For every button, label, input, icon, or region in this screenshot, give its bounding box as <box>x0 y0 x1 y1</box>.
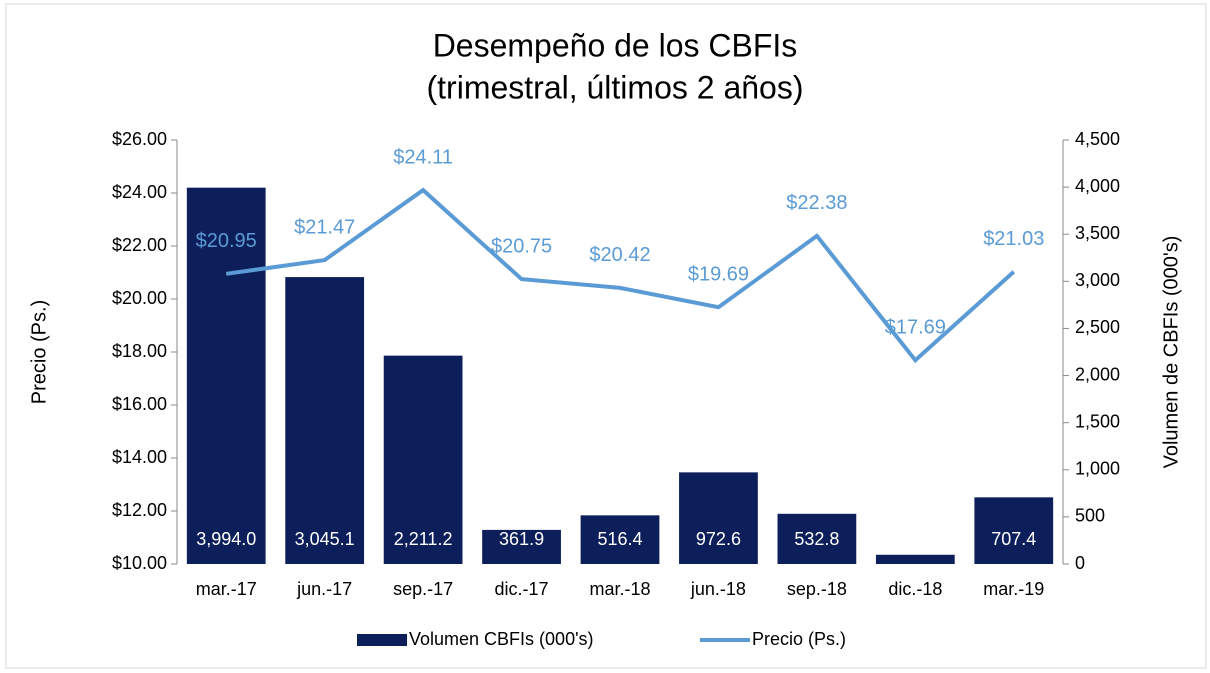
y-tick-label: $10.00 <box>112 553 167 573</box>
y-tick-label: $26.00 <box>112 129 167 149</box>
bar-label: 972.6 <box>696 529 741 549</box>
x-tick-label: mar.-18 <box>589 579 650 599</box>
chart-subtitle: (trimestral, últimos 2 años) <box>427 69 804 105</box>
y2-tick-label: 2,000 <box>1075 364 1120 384</box>
y2-tick-label: 500 <box>1075 506 1105 526</box>
line-label: $24.11 <box>393 146 453 168</box>
y-tick-label: $12.00 <box>112 500 167 520</box>
bar <box>974 497 1054 564</box>
y2-tick-label: 1,500 <box>1075 411 1120 431</box>
line-label: $21.47 <box>294 216 355 238</box>
bar-label: 707.4 <box>991 529 1036 549</box>
bar-label: 3,045.1 <box>295 529 355 549</box>
bar-label: 532.8 <box>794 529 839 549</box>
legend-label: Volumen CBFIs (000's) <box>409 629 594 649</box>
line-label: $20.95 <box>196 230 257 252</box>
bar <box>777 513 857 564</box>
y2-tick-label: 3,500 <box>1075 223 1120 243</box>
bar-label: 3,994.0 <box>196 529 256 549</box>
y2-tick-label: 0 <box>1075 553 1085 573</box>
legend-label: Precio (Ps.) <box>752 629 846 649</box>
line-label: $22.38 <box>786 192 847 214</box>
legend-swatch <box>357 634 407 646</box>
y-axis-label: Precio (Ps.) <box>28 300 50 404</box>
bar-label: 361.9 <box>499 529 544 549</box>
bar <box>482 529 561 564</box>
bar <box>383 355 463 564</box>
y2-axis-label: Volumen de CBFIs (000's) <box>1160 236 1182 469</box>
y2-tick-label: 4,500 <box>1075 129 1120 149</box>
bar-label: 2,211.2 <box>394 529 453 549</box>
y-tick-label: $18.00 <box>112 341 167 361</box>
line-label: $19.69 <box>688 263 749 285</box>
y-tick-label: $14.00 <box>112 447 167 467</box>
x-tick-label: dic.-17 <box>495 579 549 599</box>
line-label: $20.75 <box>491 235 552 257</box>
bar-label: 516.4 <box>597 529 642 549</box>
line-label: $20.42 <box>589 244 650 266</box>
bar <box>875 554 955 564</box>
x-tick-label: jun.-17 <box>296 579 352 599</box>
x-tick-label: dic.-18 <box>888 579 942 599</box>
x-tick-label: sep.-18 <box>787 579 847 599</box>
y-tick-label: $22.00 <box>112 235 167 255</box>
x-tick-label: mar.-19 <box>983 579 1044 599</box>
bar <box>580 515 660 564</box>
bar-label: 98.0 <box>898 529 933 549</box>
x-tick-label: jun.-18 <box>690 579 746 599</box>
bar <box>186 187 266 564</box>
y-tick-label: $20.00 <box>112 288 167 308</box>
line-label: $21.03 <box>983 228 1044 250</box>
line-label: $17.69 <box>885 316 946 338</box>
y2-tick-label: 3,000 <box>1075 270 1120 290</box>
chart-title: Desempeño de los CBFIs <box>433 27 798 63</box>
y-tick-label: $16.00 <box>112 394 167 414</box>
x-tick-label: mar.-17 <box>196 579 257 599</box>
x-tick-label: sep.-17 <box>393 579 453 599</box>
price-line <box>225 187 1016 364</box>
y2-tick-label: 2,500 <box>1075 317 1120 337</box>
bar <box>285 277 365 564</box>
y-tick-label: $24.00 <box>112 182 167 202</box>
y2-tick-label: 4,000 <box>1075 176 1120 196</box>
y2-tick-label: 1,000 <box>1075 459 1120 479</box>
bar <box>679 472 758 564</box>
